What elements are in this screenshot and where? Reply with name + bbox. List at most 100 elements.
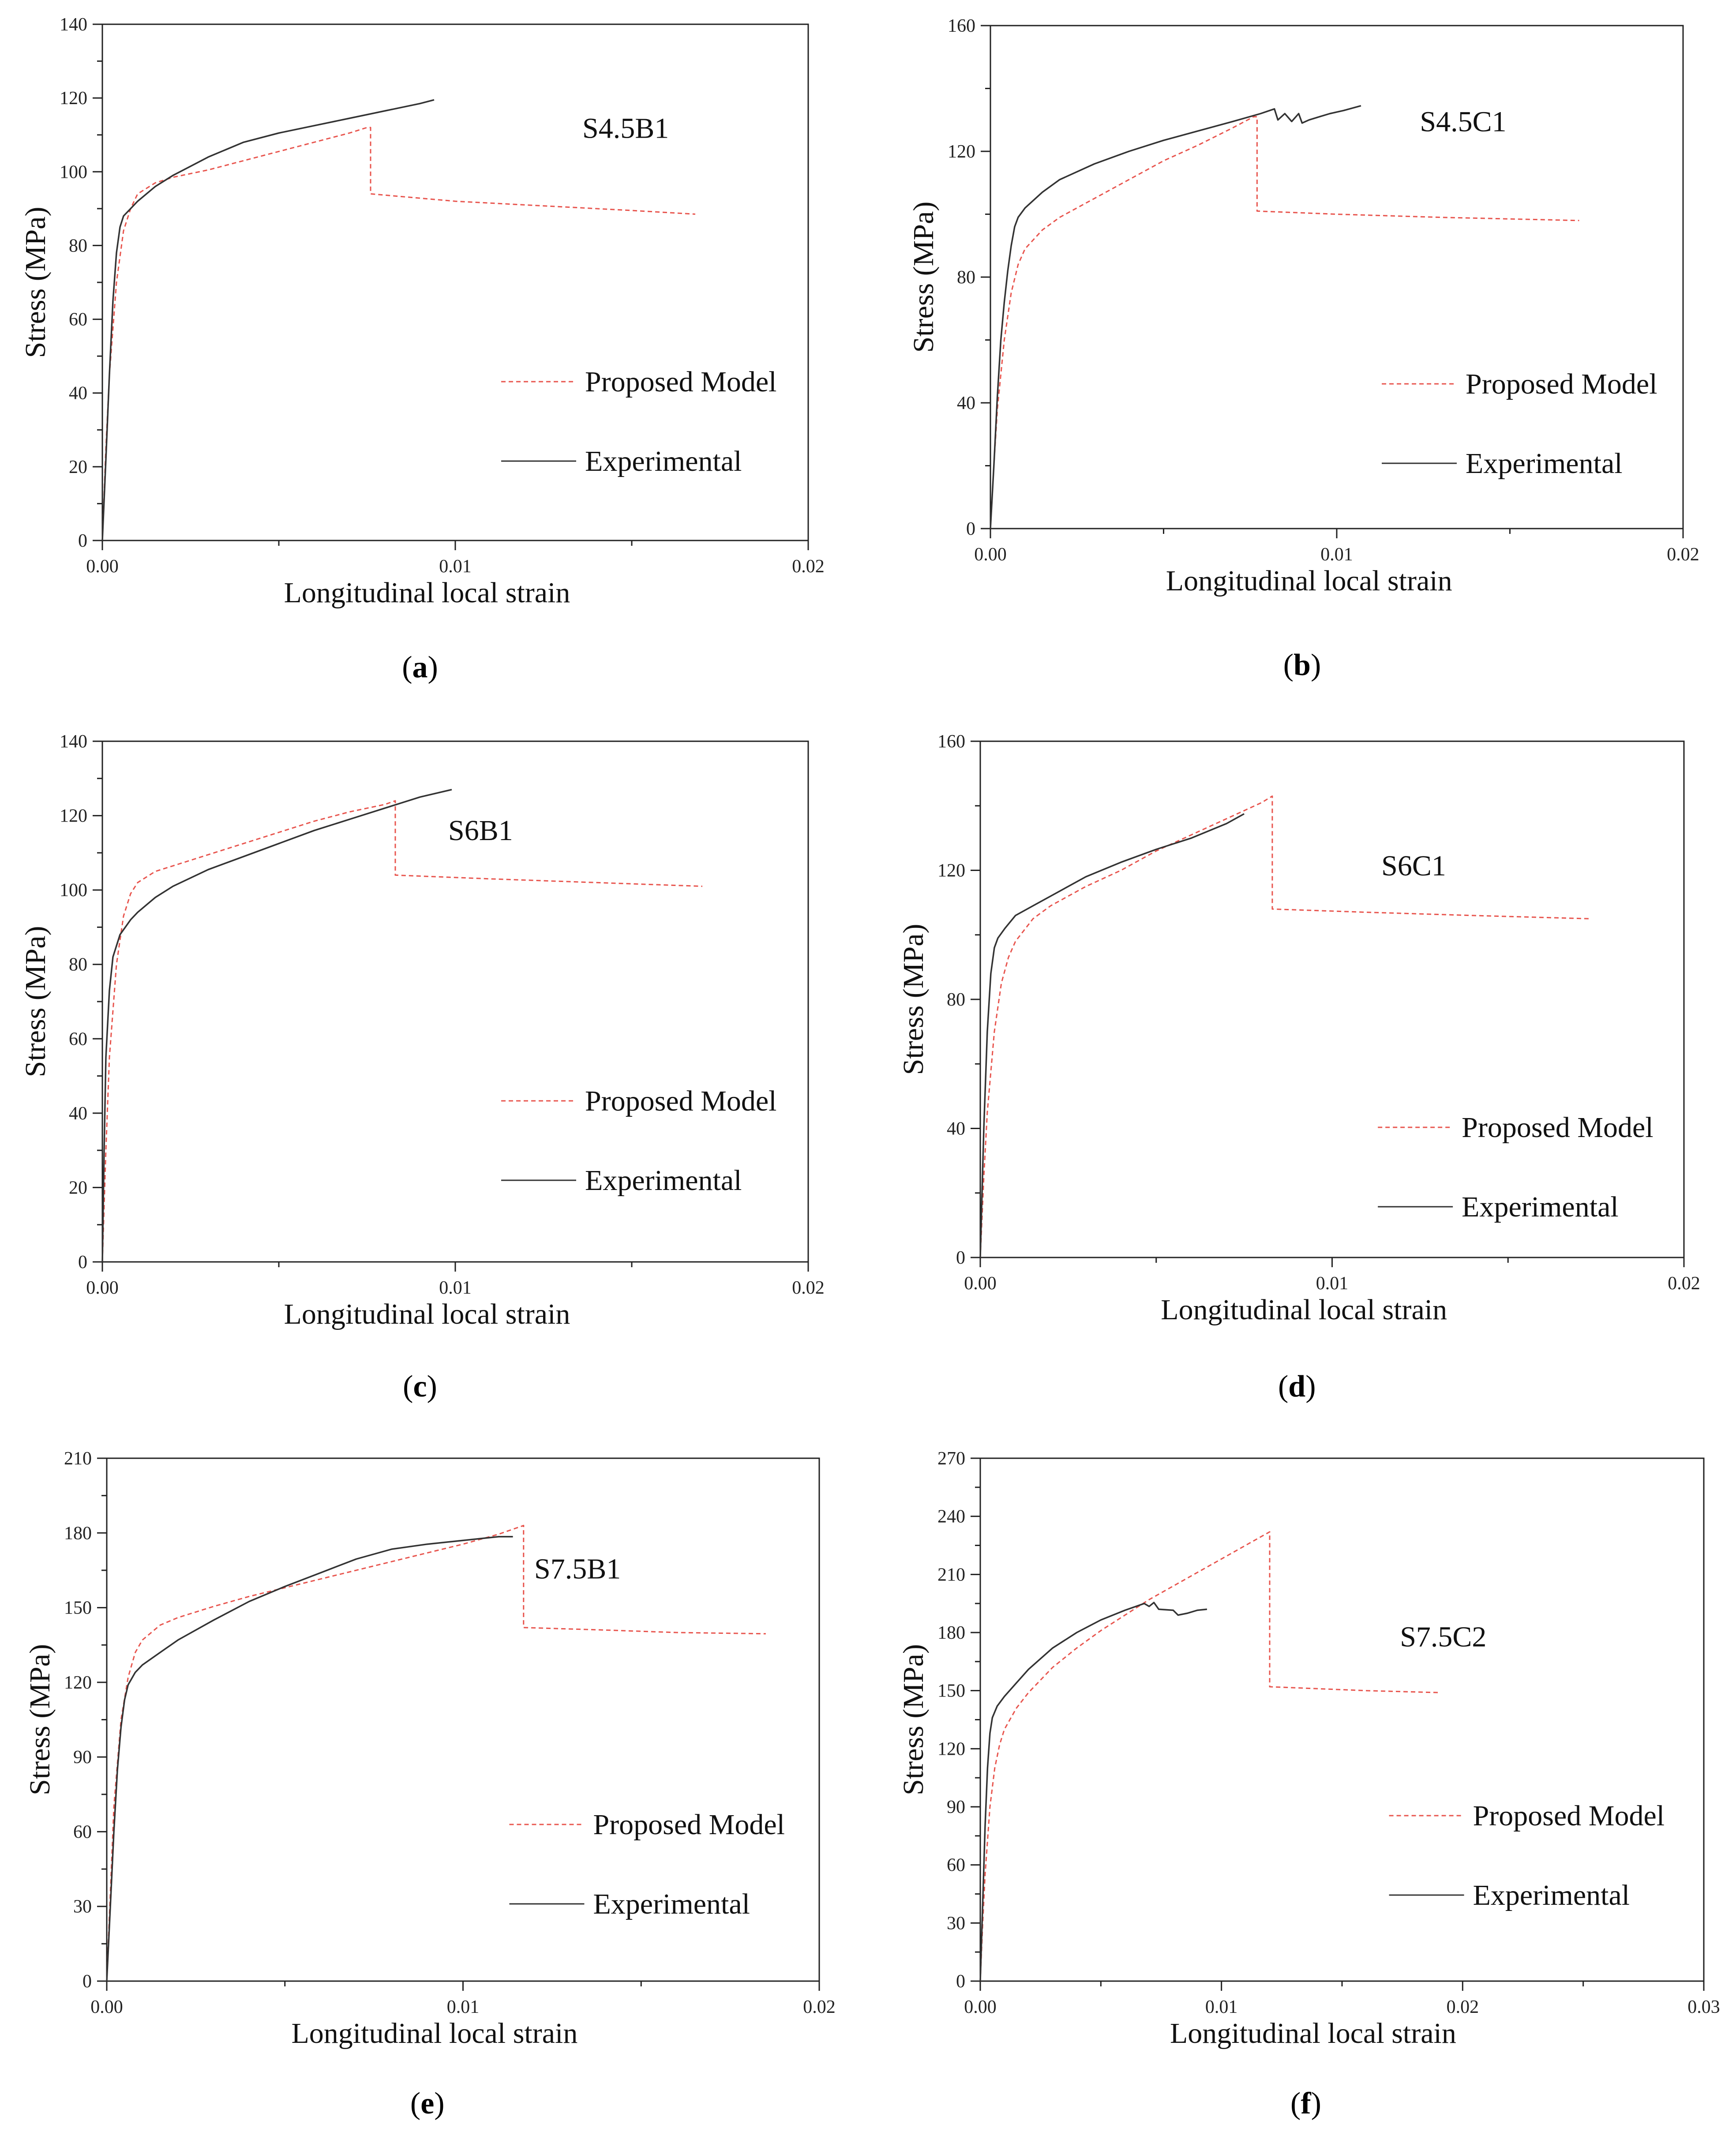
y-axis-title: Stress (MPa) bbox=[19, 926, 52, 1077]
y-tick-label: 100 bbox=[60, 880, 87, 901]
caption-close-paren: ) bbox=[1305, 1370, 1316, 1404]
caption-open-paren: ( bbox=[402, 650, 412, 684]
y-axis-title: Stress (MPa) bbox=[897, 1644, 930, 1795]
y-tick-label: 120 bbox=[948, 142, 975, 162]
x-tick-label: 0.00 bbox=[86, 556, 119, 577]
experimental-line bbox=[979, 813, 1245, 1258]
specimen-label: S4.5B1 bbox=[582, 112, 669, 144]
y-tick-label: 120 bbox=[60, 88, 87, 109]
y-tick-label: 210 bbox=[64, 1449, 92, 1469]
y-tick-label: 180 bbox=[64, 1523, 92, 1543]
x-axis-title: Longitudinal local strain bbox=[284, 577, 570, 609]
y-tick-label: 140 bbox=[60, 732, 87, 752]
y-tick-label: 270 bbox=[937, 1449, 965, 1469]
caption-open-paren: ( bbox=[1290, 2087, 1301, 2121]
x-tick-label: 0.02 bbox=[792, 1278, 825, 1298]
x-tick-label: 0.00 bbox=[964, 1273, 997, 1294]
y-tick-label: 0 bbox=[82, 1971, 92, 1992]
x-tick-label: 0.01 bbox=[439, 556, 472, 577]
y-tick-label: 240 bbox=[937, 1507, 965, 1527]
caption-open-paren: ( bbox=[403, 1370, 413, 1404]
legend-label: Experimental bbox=[1462, 1191, 1619, 1223]
y-tick-label: 20 bbox=[69, 457, 87, 477]
x-tick-label: 0.00 bbox=[90, 1997, 123, 2017]
specimen-label: S6B1 bbox=[448, 815, 513, 847]
x-tick-label: 0.02 bbox=[792, 556, 825, 577]
caption-letter: d bbox=[1288, 1370, 1305, 1404]
caption-letter: c bbox=[413, 1370, 427, 1404]
caption-close-paren: ) bbox=[434, 2087, 444, 2121]
x-tick-label: 0.01 bbox=[439, 1278, 472, 1298]
legend-label: Proposed Model bbox=[1473, 1800, 1665, 1832]
legend-label: Proposed Model bbox=[585, 1085, 776, 1117]
panel-caption: (f) bbox=[1290, 2087, 1321, 2121]
y-tick-label: 0 bbox=[956, 1971, 965, 1992]
y-tick-label: 160 bbox=[937, 732, 965, 752]
legend-label: Experimental bbox=[585, 445, 742, 477]
y-tick-label: 150 bbox=[64, 1598, 92, 1618]
x-tick-label: 0.00 bbox=[974, 544, 1007, 565]
y-tick-label: 120 bbox=[64, 1673, 92, 1693]
caption-letter: f bbox=[1301, 2087, 1311, 2121]
y-tick-label: 20 bbox=[69, 1178, 87, 1198]
legend-label: Experimental bbox=[593, 1888, 750, 1920]
legend-label: Proposed Model bbox=[593, 1809, 784, 1841]
experimental-line bbox=[106, 1536, 513, 1982]
y-tick-label: 90 bbox=[947, 1797, 965, 1817]
x-axis-title: Longitudinal local strain bbox=[1166, 565, 1452, 597]
x-axis-title: Longitudinal local strain bbox=[284, 1298, 570, 1330]
x-axis-title: Longitudinal local strain bbox=[1170, 2017, 1456, 2049]
caption-open-paren: ( bbox=[1278, 1370, 1288, 1404]
panel-caption: (b) bbox=[1283, 648, 1321, 682]
caption-letter: b bbox=[1294, 648, 1311, 682]
y-tick-label: 0 bbox=[78, 1252, 87, 1272]
x-tick-label: 0.00 bbox=[964, 1997, 997, 2017]
panel-caption: (c) bbox=[403, 1370, 437, 1404]
chart-panel-b: 0.00 0.01 0.02 0 40 80 120 160 Longitudinal loca… bbox=[907, 16, 1699, 682]
legend-label: Experimental bbox=[1466, 447, 1623, 480]
specimen-label: S4.5C1 bbox=[1420, 105, 1506, 138]
experimental-line bbox=[101, 788, 452, 1262]
y-tick-label: 40 bbox=[69, 383, 87, 404]
legend-label: Experimental bbox=[585, 1164, 742, 1197]
y-tick-label: 60 bbox=[947, 1855, 965, 1876]
y-axis-title: Stress (MPa) bbox=[907, 202, 940, 353]
caption-letter: e bbox=[420, 2087, 434, 2121]
y-tick-label: 80 bbox=[947, 990, 965, 1010]
x-axis-title: Longitudinal local strain bbox=[291, 2017, 577, 2049]
panel-caption: (d) bbox=[1278, 1370, 1316, 1404]
y-tick-label: 120 bbox=[937, 861, 965, 881]
y-tick-label: 80 bbox=[957, 267, 975, 288]
proposed-model-line bbox=[979, 1531, 1439, 1982]
x-tick-label: 0.02 bbox=[1668, 1273, 1700, 1294]
specimen-label: S7.5B1 bbox=[534, 1553, 621, 1585]
caption-close-paren: ) bbox=[1311, 2087, 1321, 2121]
proposed-model-line bbox=[106, 1524, 766, 1982]
proposed-model-line bbox=[979, 795, 1589, 1258]
legend-label: Proposed Model bbox=[585, 366, 776, 398]
y-tick-label: 210 bbox=[937, 1565, 965, 1585]
y-tick-label: 80 bbox=[69, 236, 87, 256]
y-tick-label: 0 bbox=[956, 1248, 965, 1268]
y-tick-label: 90 bbox=[73, 1747, 92, 1768]
y-tick-label: 60 bbox=[69, 1029, 87, 1049]
y-tick-label: 40 bbox=[957, 393, 975, 413]
specimen-label: S7.5C2 bbox=[1400, 1621, 1486, 1653]
y-tick-label: 60 bbox=[73, 1822, 92, 1842]
y-tick-label: 140 bbox=[60, 15, 87, 35]
legend-label: Proposed Model bbox=[1466, 368, 1657, 400]
y-axis-title: Stress (MPa) bbox=[24, 1644, 56, 1795]
y-tick-label: 120 bbox=[60, 806, 87, 826]
caption-close-paren: ) bbox=[1311, 648, 1321, 682]
y-tick-label: 180 bbox=[937, 1623, 965, 1643]
y-tick-label: 40 bbox=[69, 1104, 87, 1124]
x-tick-label: 0.02 bbox=[803, 1997, 836, 2017]
y-tick-label: 30 bbox=[73, 1897, 92, 1917]
specimen-label: S6C1 bbox=[1381, 850, 1446, 882]
chart-panel-f: 0.00 0.01 0.02 0.03 0 30 60 90 120 150 180 210 240 27… bbox=[897, 1449, 1720, 2121]
y-tick-label: 60 bbox=[69, 310, 87, 330]
y-axis-title: Stress (MPa) bbox=[897, 924, 930, 1075]
y-tick-label: 40 bbox=[947, 1119, 965, 1139]
y-tick-label: 0 bbox=[966, 519, 975, 539]
